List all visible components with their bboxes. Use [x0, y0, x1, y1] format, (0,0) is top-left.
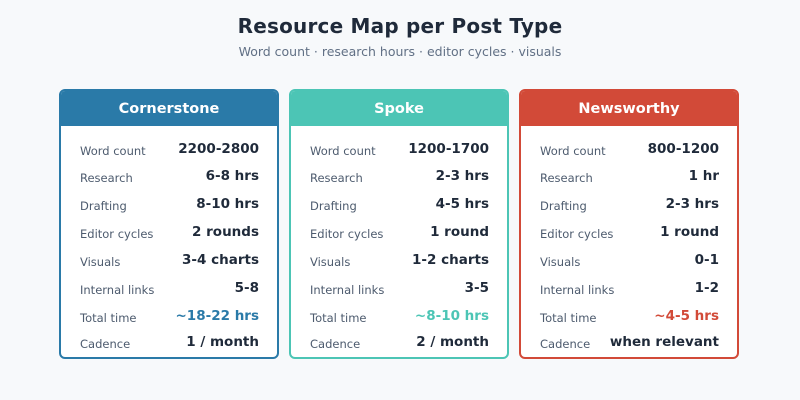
card-rows: Word count 1200-1700 Research 2-3 hrs Drafti…	[291, 126, 507, 357]
metric-label: Editor cycles	[310, 227, 384, 241]
metric-row: Total time ~8-10 hrs	[310, 302, 489, 330]
metric-label: Drafting	[310, 199, 357, 213]
metric-label: Editor cycles	[80, 227, 154, 241]
metric-row: Drafting 8-10 hrs	[80, 190, 259, 218]
metric-value: ~8-10 hrs	[414, 308, 489, 324]
metric-value: 6-8 hrs	[205, 168, 259, 184]
metric-label: Visuals	[310, 255, 351, 269]
metric-label: Visuals	[540, 255, 581, 269]
card-rows: Word count 2200-2800 Research 6-8 hrs Drafti…	[61, 126, 277, 357]
metric-label: Total time	[80, 311, 137, 325]
card-rows: Word count 800-1200 Research 1 hr Drafting 2-…	[521, 126, 737, 357]
metric-label: Research	[310, 171, 363, 185]
metric-row: Total time ~18-22 hrs	[80, 302, 259, 330]
metric-value: 1-2	[694, 280, 719, 296]
metric-label: Internal links	[80, 283, 155, 297]
metric-label: Word count	[540, 144, 606, 158]
metric-label: Research	[80, 171, 133, 185]
metric-label: Internal links	[540, 283, 615, 297]
metric-label: Internal links	[310, 283, 385, 297]
metric-label: Visuals	[80, 255, 121, 269]
metric-value: 4-5 hrs	[435, 196, 489, 212]
metric-row: Total time ~4-5 hrs	[540, 302, 719, 330]
metric-value: 2-3 hrs	[435, 168, 489, 184]
metric-value: ~4-5 hrs	[654, 308, 719, 324]
card-header-cornerstone: Cornerstone	[61, 91, 277, 126]
metric-value: 0-1	[694, 252, 719, 268]
metric-value: 1 / month	[186, 334, 259, 350]
metric-row: Cadence 1 / month	[80, 330, 259, 357]
metric-value: 2 rounds	[192, 224, 259, 240]
page-subtitle: Word count · research hours · editor cyc…	[238, 44, 562, 59]
metric-value: 2-3 hrs	[665, 196, 719, 212]
metric-value: 8-10 hrs	[196, 196, 259, 212]
metric-label: Cadence	[310, 337, 361, 351]
metric-value: 3-5	[464, 280, 489, 296]
metric-row: Word count 2200-2800	[80, 126, 259, 162]
metric-value: 1 round	[430, 224, 489, 240]
metric-row: Research 6-8 hrs	[80, 162, 259, 190]
metric-label: Total time	[310, 311, 367, 325]
metric-label: Total time	[540, 311, 597, 325]
card-header-spoke: Spoke	[291, 91, 507, 126]
card-header-newsworthy: Newsworthy	[521, 91, 737, 126]
metric-row: Research 1 hr	[540, 162, 719, 190]
metric-label: Word count	[310, 144, 376, 158]
metric-row: Visuals 0-1	[540, 246, 719, 274]
metric-row: Drafting 2-3 hrs	[540, 190, 719, 218]
metric-value: 3-4 charts	[182, 252, 259, 268]
metric-row: Visuals 3-4 charts	[80, 246, 259, 274]
metric-label: Word count	[80, 144, 146, 158]
metric-row: Research 2-3 hrs	[310, 162, 489, 190]
metric-row: Word count 800-1200	[540, 126, 719, 162]
metric-row: Internal links 3-5	[310, 274, 489, 302]
metric-row: Editor cycles 2 rounds	[80, 218, 259, 246]
metric-row: Cadence when relevant	[540, 330, 719, 357]
metric-label: Drafting	[540, 199, 587, 213]
metric-value: 800-1200	[647, 141, 719, 157]
metric-value: 1 hr	[688, 168, 719, 184]
page-title: Resource Map per Post Type	[237, 14, 563, 38]
metric-value: 2200-2800	[178, 141, 259, 157]
metric-label: Editor cycles	[540, 227, 614, 241]
metric-value: 2 / month	[416, 334, 489, 350]
metric-row: Visuals 1-2 charts	[310, 246, 489, 274]
metric-label: Cadence	[80, 337, 131, 351]
metric-row: Drafting 4-5 hrs	[310, 190, 489, 218]
metric-value: when relevant	[609, 334, 719, 350]
metric-label: Drafting	[80, 199, 127, 213]
metric-label: Cadence	[540, 337, 591, 351]
metric-row: Editor cycles 1 round	[310, 218, 489, 246]
card-cornerstone: Cornerstone Word count 2200-2800 Research 6-…	[59, 89, 279, 359]
metric-value: 1200-1700	[408, 141, 489, 157]
metric-value: 5-8	[234, 280, 259, 296]
metric-value: ~18-22 hrs	[175, 308, 260, 324]
metric-label: Research	[540, 171, 593, 185]
metric-row: Word count 1200-1700	[310, 126, 489, 162]
metric-row: Cadence 2 / month	[310, 330, 489, 357]
metric-row: Editor cycles 1 round	[540, 218, 719, 246]
card-newsworthy: Newsworthy Word count 800-1200 Research 1 hr…	[519, 89, 739, 359]
card-spoke: Spoke Word count 1200-1700 Research 2-3 hrs D…	[289, 89, 509, 359]
metric-row: Internal links 5-8	[80, 274, 259, 302]
metric-value: 1-2 charts	[412, 252, 489, 268]
metric-value: 1 round	[660, 224, 719, 240]
metric-row: Internal links 1-2	[540, 274, 719, 302]
